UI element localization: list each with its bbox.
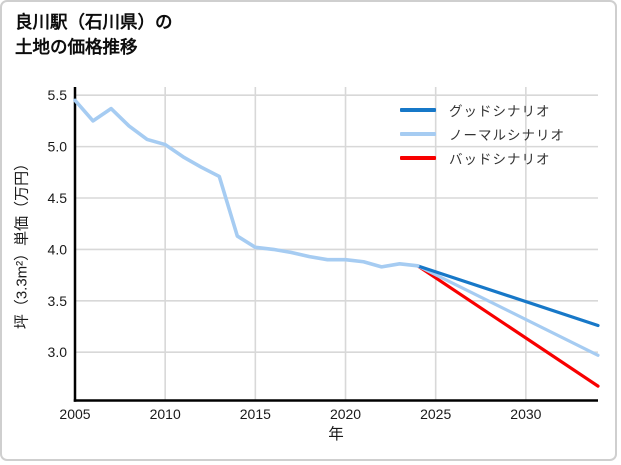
- good-scenario-line-swatch: [400, 108, 436, 112]
- x-tick-label: 2025: [420, 406, 451, 422]
- legend-item-bad-scenario: バッドシナリオ: [400, 146, 565, 170]
- y-tick-label: 3.5: [48, 293, 68, 309]
- y-axis-label: 坪（3.3m²）単価（万円）: [13, 155, 31, 330]
- y-tick-label: 3.0: [48, 344, 68, 360]
- legend-item-normal-scenario: ノーマルシナリオ: [400, 122, 565, 146]
- bad-scenario-line-swatch: [400, 156, 436, 160]
- legend-item-good-scenario: グッドシナリオ: [400, 98, 565, 122]
- y-tick-label: 5.5: [48, 87, 68, 103]
- chart-title-line2: 土地の価格推移: [15, 37, 138, 58]
- series-normal-scenario: [416, 264, 600, 357]
- chart-canvas: 2005 2010 2015 2020 2025 2030 3.0 3.5 4.0 4.5 5.0 5…: [48, 87, 600, 422]
- series-price-history: [73, 98, 420, 269]
- series-good-scenario: [416, 264, 600, 328]
- normal-scenario-line-swatch: [400, 132, 436, 136]
- legend-label-good-scenario: グッドシナリオ: [449, 104, 551, 119]
- legend-label-normal-scenario: ノーマルシナリオ: [449, 128, 565, 143]
- x-axis-label: 年: [328, 426, 344, 443]
- x-tick-label: 2010: [150, 406, 181, 422]
- x-tick-label: 2005: [59, 406, 90, 422]
- chart-legend: グッドシナリオ ノーマルシナリオ バッドシナリオ: [400, 98, 565, 170]
- x-tick-label: 2020: [330, 406, 361, 422]
- chart-title: 良川駅（石川県）の 土地の価格推移: [15, 10, 173, 61]
- chart-title-line1: 良川駅（石川県）の: [15, 12, 173, 32]
- legend-label-bad-scenario: バッドシナリオ: [449, 152, 551, 167]
- y-tick-label: 5.0: [48, 139, 68, 155]
- x-tick-label: 2030: [510, 406, 541, 422]
- series-bad-scenario: [416, 264, 600, 388]
- y-tick-label: 4.0: [48, 241, 68, 257]
- x-tick-label: 2015: [240, 406, 271, 422]
- y-tick-label: 4.5: [48, 190, 68, 206]
